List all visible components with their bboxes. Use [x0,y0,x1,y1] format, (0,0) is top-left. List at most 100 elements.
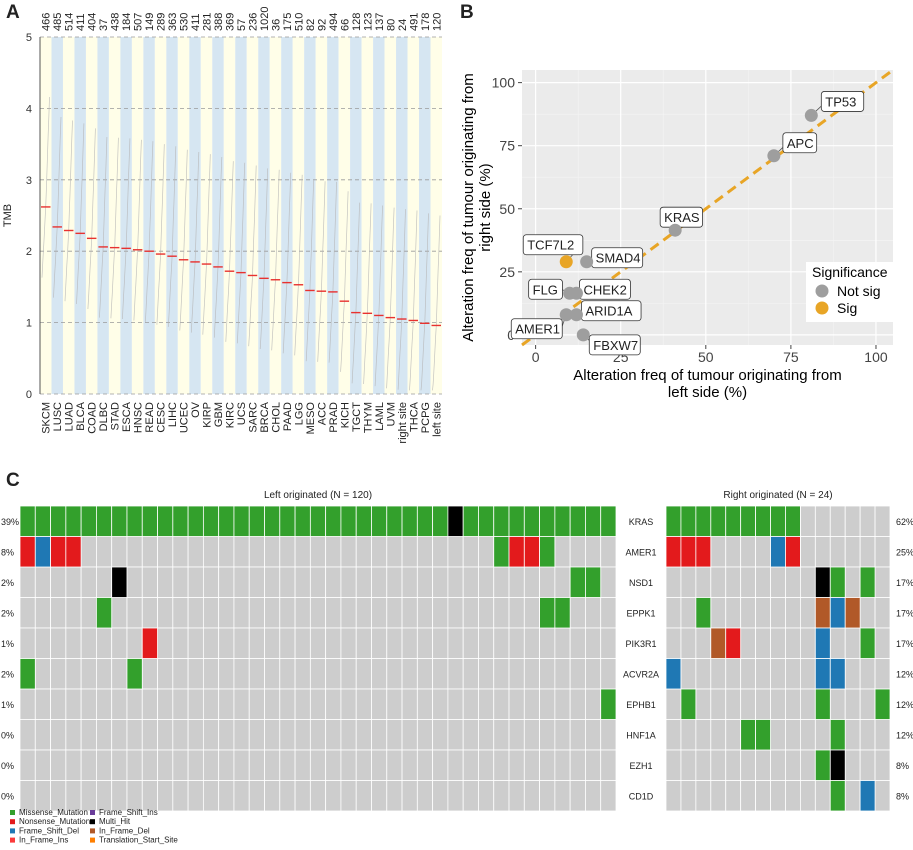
right-oncoplot-cell [829,536,846,568]
left-oncoplot-cell [172,688,189,720]
left-mutation-cell-missense [478,505,495,537]
tmb-stripe-12 [177,37,190,394]
left-oncoplot-cell [401,658,418,690]
left-oncoplot-cell [157,627,174,659]
right-oncoplot-cell [874,627,891,659]
left-mutation-cell-missense [309,505,327,537]
right-oncoplot-cell [665,749,682,781]
right-oncoplot-cell [740,780,757,812]
left-mutation-cell-missense [19,658,36,690]
panel-label-c: C [6,470,20,491]
right-oncoplot-cell [725,566,742,598]
left-mutation-cell-missense [294,505,311,537]
right-mutation-cell-frame_shift_del [859,780,876,812]
left-oncoplot-cell [233,719,250,751]
tmb-ytick-label: 0 [26,389,32,401]
left-oncoplot-cell [401,688,418,720]
left-oncoplot-cell [416,536,434,568]
right-oncoplot-cell [740,749,757,781]
left-oncoplot-cell [50,688,67,720]
left-oncoplot-cell [111,627,128,659]
left-oncoplot-cell [294,688,311,720]
tmb-count-label: 149 [144,13,156,31]
tmb-count-label: 1020 [259,7,271,31]
right-oncoplot-cell [770,780,786,812]
left-oncoplot-cell [50,780,67,812]
left-oncoplot-cell [309,566,327,598]
left-oncoplot-cell [111,749,128,781]
right-oncoplot-cell [710,597,727,629]
left-oncoplot-cell [523,688,540,720]
left-oncoplot-cell [157,749,174,781]
left-oncoplot-cell [141,719,158,751]
left-oncoplot-cell [264,658,281,690]
scatter-point-label: SMAD4 [596,251,641,266]
left-oncoplot-cell [386,627,403,659]
scatter-point-label: CHEK2 [583,282,626,297]
right-oncoplot-cell [844,627,861,659]
left-oncoplot-cell [371,536,388,568]
left-oncoplot-cell [19,780,36,812]
left-mutation-cell-missense [554,505,571,537]
right-oncoplot-cell [740,536,757,568]
tmb-category-label: UVM [385,402,397,426]
tmb-category-label: UCEC [179,402,191,433]
oncoplot-legend-label: Multi_Hit [99,817,131,826]
right-oncoplot-cell [695,749,712,781]
right-oncoplot-cell [785,627,801,659]
oncoplot-gene-label: EPHB1 [626,700,656,710]
left-oncoplot-cell [386,688,403,720]
tmb-category-label: CESC [156,402,168,433]
right-mutation-cell-in_frame_del [844,597,861,629]
left-oncoplot-cell [447,627,464,659]
right-oncoplot-cell [665,688,682,720]
right-mutation-cell-multi_hit [814,566,831,598]
left-oncoplot-cell [202,566,220,598]
left-mutation-cell-missense [248,505,265,537]
right-oncoplot-cell [710,688,727,720]
left-mutation-cell-nonsense [141,627,158,659]
right-oncoplot-cell [859,658,876,690]
left-mutation-cell-multi_hit [447,505,464,537]
left-oncoplot-cell [96,627,113,659]
right-mutation-cell-frame_shift_del [829,597,846,629]
right-oncoplot-cell [800,719,816,751]
left-oncoplot-cell [585,627,602,659]
left-oncoplot-cell [523,780,540,812]
left-oncoplot-cell [340,688,357,720]
oncoplot-right-percent: 17% [896,639,913,649]
left-oncoplot-cell [416,688,434,720]
left-oncoplot-cell [126,597,143,629]
left-oncoplot-cell [401,719,418,751]
tmb-stripe-17 [235,37,247,394]
left-oncoplot-cell [96,688,113,720]
left-oncoplot-cell [19,688,36,720]
left-oncoplot-cell [157,536,174,568]
left-mutation-cell-nonsense [65,536,82,568]
scatter-point-FBXW7 [576,328,590,342]
left-oncoplot-cell [111,780,128,812]
scatter-legend-key-0 [815,284,829,298]
left-oncoplot-cell [187,780,204,812]
right-oncoplot-cell [814,536,831,568]
left-oncoplot-cell [126,749,143,781]
right-mutation-cell-missense [770,505,786,537]
left-oncoplot-cell [355,597,372,629]
tmb-count-label: 289 [156,13,168,31]
left-oncoplot-cell [508,719,525,751]
tmb-stripe-3 [74,37,86,394]
left-mutation-cell-nonsense [50,536,67,568]
left-oncoplot-cell [401,749,418,781]
left-oncoplot-cell [279,719,296,751]
left-oncoplot-cell [585,597,602,629]
left-oncoplot-cell [34,749,51,781]
left-mutation-cell-missense [554,597,571,629]
tmb-category-label: LUSC [52,402,64,431]
left-oncoplot-cell [264,627,281,659]
right-mutation-cell-missense [874,688,891,720]
scatter-point-label: ARID1A [585,304,632,319]
scatter-legend-label: Sig [837,300,857,316]
tmb-stripe-30 [384,37,397,394]
left-oncoplot-cell [309,597,327,629]
left-oncoplot-cell [309,627,327,659]
